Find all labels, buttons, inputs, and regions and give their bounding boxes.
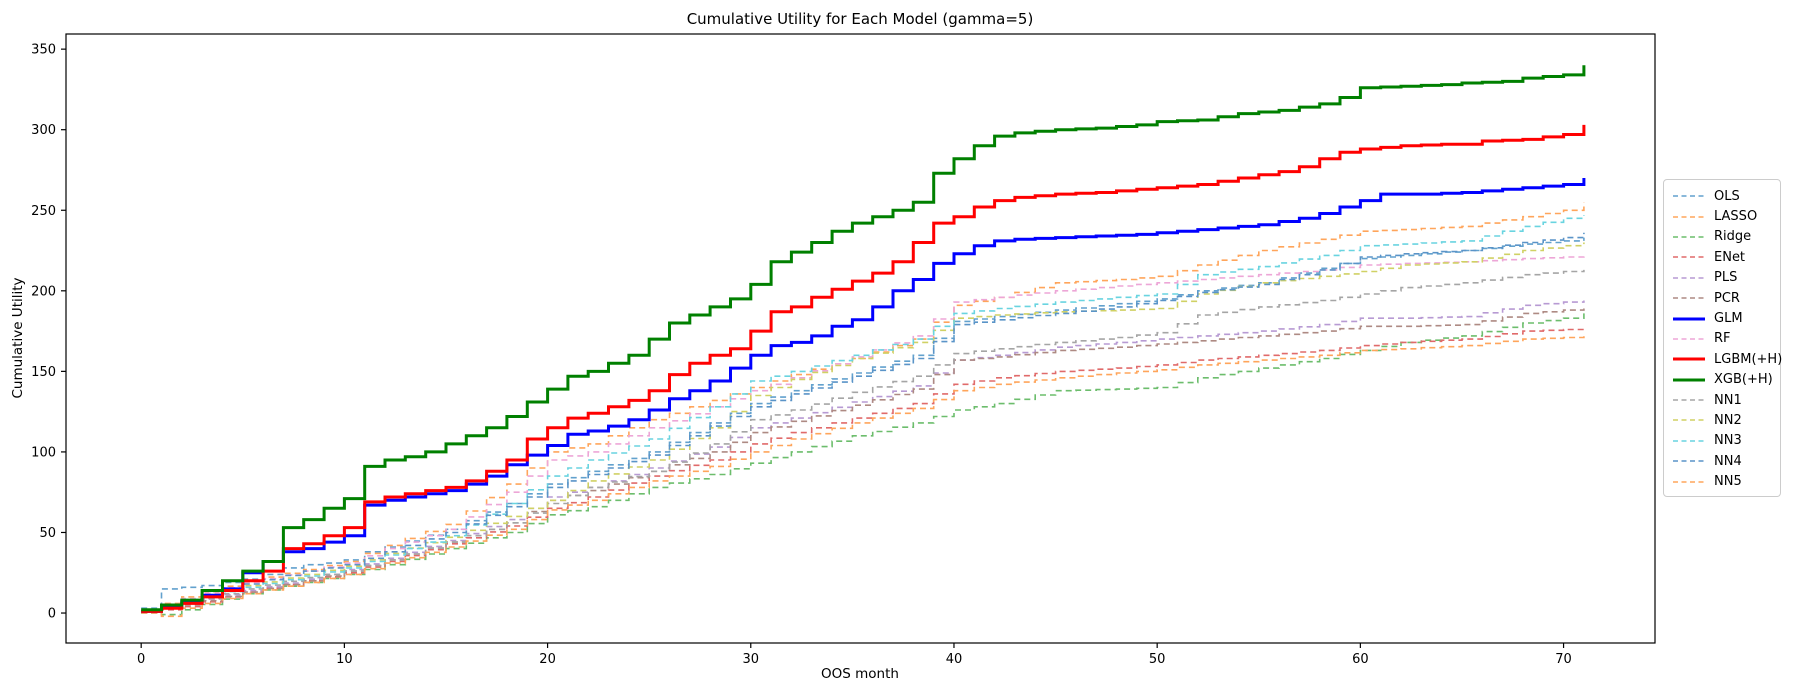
y-tick-label: 250 bbox=[31, 204, 56, 219]
legend-label: NN2 bbox=[1714, 412, 1742, 428]
x-tick-label: 40 bbox=[946, 652, 963, 667]
legend-item-lasso: LASSO bbox=[1672, 206, 1780, 226]
y-tick-label: 200 bbox=[31, 284, 56, 299]
y-tick-label: 150 bbox=[31, 365, 56, 380]
legend-swatch-line bbox=[1673, 480, 1705, 483]
legend-label: PCR bbox=[1714, 290, 1740, 306]
legend-item-lgbmh: LGBM(+H) bbox=[1672, 349, 1783, 369]
chart-title: Cumulative Utility for Each Model (gamma… bbox=[687, 10, 1034, 28]
y-tick-label: 300 bbox=[31, 123, 56, 138]
legend-item-enet: ENet bbox=[1672, 247, 1780, 267]
legend-label: NN1 bbox=[1714, 392, 1742, 408]
legend-swatch-line bbox=[1673, 378, 1705, 382]
legend-swatch-line bbox=[1673, 440, 1705, 442]
legend-label: GLM bbox=[1714, 311, 1743, 327]
legend-label: NN4 bbox=[1714, 453, 1742, 469]
legend-swatch-line bbox=[1673, 236, 1705, 238]
x-tick-label: 0 bbox=[137, 652, 145, 667]
legend-swatch-line bbox=[1673, 256, 1705, 259]
legend-swatch-line bbox=[1673, 338, 1705, 340]
legend-item-pls: PLS bbox=[1672, 268, 1780, 288]
series-line-lgbmh bbox=[141, 124, 1586, 613]
chart-legend: OLS LASSO Ridge ENet PLS PCR GLM RF LGBM(+H) XGB(… bbox=[1663, 179, 1783, 497]
y-tick-label: 50 bbox=[39, 526, 56, 541]
series-line-glm bbox=[141, 178, 1586, 613]
legend-swatch-line bbox=[1673, 317, 1705, 321]
series-group bbox=[141, 65, 1586, 618]
x-tick-label: 70 bbox=[1555, 652, 1572, 667]
x-axis-label: OOS month bbox=[821, 666, 899, 682]
legend-swatch-line bbox=[1673, 419, 1705, 422]
y-tick-label: 0 bbox=[48, 607, 56, 622]
series-line-nn2 bbox=[141, 242, 1585, 613]
x-tick-label: 50 bbox=[1149, 652, 1166, 667]
y-axis-label: Cumulative Utility bbox=[10, 277, 26, 398]
legend-item-nn1: NN1 bbox=[1672, 390, 1780, 410]
x-tick-label: 20 bbox=[539, 652, 556, 667]
x-tick-label: 10 bbox=[336, 652, 353, 667]
legend-item-nn5: NN5 bbox=[1672, 471, 1780, 491]
series-line-xgbh bbox=[141, 65, 1586, 612]
y-axis-ticks: 0 50 100 150 200 250 300 350 bbox=[31, 43, 66, 622]
legend-item-nn3: NN3 bbox=[1672, 431, 1780, 451]
legend-label: ENet bbox=[1714, 249, 1746, 265]
legend-item-ridge: Ridge bbox=[1672, 227, 1780, 247]
legend-label: Ridge bbox=[1714, 229, 1752, 245]
x-tick-label: 30 bbox=[743, 652, 760, 667]
legend-item-rf: RF bbox=[1672, 329, 1780, 349]
legend-swatch-line bbox=[1673, 357, 1705, 361]
x-tick-label: 60 bbox=[1352, 652, 1369, 667]
legend-item-glm: GLM bbox=[1672, 308, 1780, 328]
legend-swatch-line bbox=[1673, 399, 1705, 401]
y-tick-label: 350 bbox=[31, 43, 56, 58]
legend-label: RF bbox=[1714, 331, 1731, 347]
legend-item-ols: OLS bbox=[1672, 186, 1780, 206]
legend-label: PLS bbox=[1714, 270, 1738, 286]
x-axis-ticks: 0 10 20 30 40 50 60 70 bbox=[137, 643, 1572, 667]
legend-item-pcr: PCR bbox=[1672, 288, 1780, 308]
legend-label: NN3 bbox=[1714, 433, 1742, 449]
legend-label: XGB(+H) bbox=[1714, 372, 1773, 388]
legend-label: NN5 bbox=[1714, 474, 1742, 490]
legend-label: LGBM(+H) bbox=[1714, 351, 1783, 367]
legend-swatch-line bbox=[1673, 297, 1705, 299]
legend-swatch-line bbox=[1673, 215, 1705, 218]
legend-label: OLS bbox=[1714, 188, 1740, 204]
series-line-nn4 bbox=[141, 232, 1585, 613]
legend-item-nn4: NN4 bbox=[1672, 451, 1780, 471]
legend-label: LASSO bbox=[1714, 209, 1758, 225]
series-line-nn5 bbox=[141, 335, 1585, 618]
legend-swatch-line bbox=[1673, 195, 1705, 197]
legend-item-nn2: NN2 bbox=[1672, 410, 1780, 430]
y-tick-label: 100 bbox=[31, 445, 56, 460]
legend-swatch-line bbox=[1673, 460, 1705, 463]
legend-swatch-line bbox=[1673, 276, 1705, 279]
legend-item-xgbh: XGB(+H) bbox=[1672, 370, 1780, 390]
plot-border bbox=[65, 33, 1656, 644]
